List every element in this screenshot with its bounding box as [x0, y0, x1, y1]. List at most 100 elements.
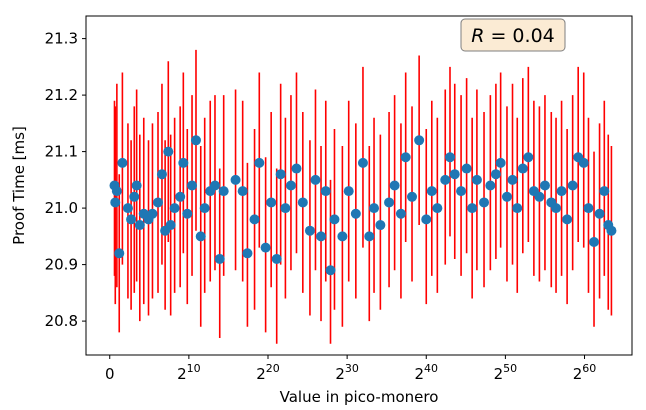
data-point	[230, 174, 241, 185]
data-point	[178, 157, 189, 168]
data-point	[517, 163, 528, 174]
data-point	[539, 180, 550, 191]
x-tick-label: 230	[335, 362, 359, 383]
annotation-value: = 0.04	[484, 25, 554, 47]
data-point	[134, 220, 145, 231]
data-point	[156, 169, 167, 180]
data-point	[111, 186, 122, 197]
data-point	[337, 231, 348, 242]
y-tick-label: 21.3	[45, 30, 78, 48]
annotation-box	[460, 18, 566, 52]
axis-ticks: 0 210 220 230 240 250 260 20.8 20.9 21.0 21.1 21.2 2…	[45, 30, 597, 383]
x-axis-label: Value in pico-monero	[280, 388, 439, 406]
data-point	[163, 146, 174, 157]
data-point	[214, 253, 225, 264]
x-tick-label: 0	[105, 365, 115, 383]
data-point	[126, 214, 137, 225]
data-point	[461, 163, 472, 174]
data-point	[260, 242, 271, 253]
data-point	[297, 197, 308, 208]
data-point	[507, 174, 518, 185]
data-point	[187, 180, 198, 191]
data-point	[114, 248, 125, 259]
data-point	[280, 203, 291, 214]
annotation-variable: R	[471, 25, 484, 47]
data-point	[456, 186, 467, 197]
data-point	[310, 174, 321, 185]
data-point	[249, 214, 260, 225]
data-point	[501, 191, 512, 202]
data-point	[594, 208, 605, 219]
data-point	[567, 180, 578, 191]
data-point	[357, 157, 368, 168]
annotation-text: R = 0.04	[471, 25, 555, 47]
data-point	[400, 152, 411, 163]
data-point	[440, 174, 451, 185]
data-point	[606, 225, 617, 236]
data-point	[316, 231, 327, 242]
data-point	[199, 203, 210, 214]
data-point	[110, 197, 121, 208]
data-points	[109, 135, 617, 276]
data-point	[285, 180, 296, 191]
data-point	[190, 135, 201, 146]
data-point	[395, 208, 406, 219]
data-point	[562, 214, 573, 225]
data-point	[175, 191, 186, 202]
data-point	[237, 186, 248, 197]
data-point	[147, 208, 158, 219]
data-point	[271, 253, 282, 264]
y-tick-label: 20.8	[45, 312, 78, 330]
data-point	[325, 265, 336, 276]
data-point	[384, 197, 395, 208]
x-tick-label: 260	[573, 362, 597, 383]
data-point	[320, 186, 331, 197]
data-point	[218, 186, 229, 197]
data-point	[131, 180, 142, 191]
y-axis-label: Proof Time [ms]	[10, 126, 28, 245]
data-point	[209, 180, 220, 191]
data-point	[350, 208, 361, 219]
r-annotation: R = 0.04	[460, 18, 566, 52]
data-point	[195, 231, 206, 242]
data-point	[467, 203, 478, 214]
data-point	[523, 152, 534, 163]
data-point	[578, 157, 589, 168]
data-point	[421, 214, 432, 225]
data-point	[122, 203, 133, 214]
data-point	[599, 186, 610, 197]
data-point	[551, 203, 562, 214]
x-tick-label: 220	[256, 362, 280, 383]
data-point	[449, 169, 460, 180]
data-point	[329, 214, 340, 225]
data-point	[512, 203, 523, 214]
data-point	[291, 163, 302, 174]
data-point	[153, 197, 164, 208]
data-point	[304, 225, 315, 236]
data-point	[414, 135, 425, 146]
data-point	[275, 169, 286, 180]
data-point	[556, 186, 567, 197]
data-point	[432, 203, 443, 214]
data-point	[389, 180, 400, 191]
data-point	[426, 186, 437, 197]
data-point	[364, 231, 375, 242]
data-point	[495, 157, 506, 168]
data-point	[369, 203, 380, 214]
data-point	[407, 191, 418, 202]
x-tick-label: 250	[494, 362, 518, 383]
data-point	[485, 180, 496, 191]
data-point	[182, 208, 193, 219]
data-point	[165, 220, 176, 231]
y-tick-label: 20.9	[45, 256, 78, 274]
data-point	[117, 157, 128, 168]
data-point	[266, 197, 277, 208]
y-tick-label: 21.1	[45, 143, 78, 161]
y-tick-label: 21.0	[45, 199, 78, 217]
x-tick-label: 240	[414, 362, 438, 383]
data-point	[445, 152, 455, 163]
data-point	[343, 186, 354, 197]
data-point	[589, 237, 600, 247]
data-point	[254, 157, 265, 168]
